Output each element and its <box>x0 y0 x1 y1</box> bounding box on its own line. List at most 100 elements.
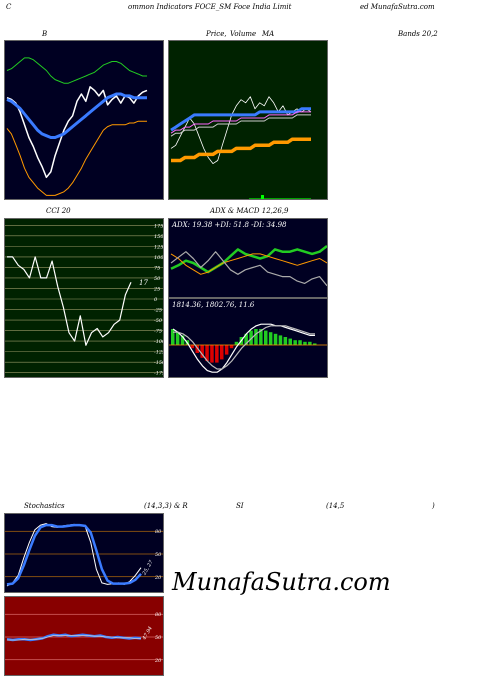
macd-histogram-bar-7 <box>205 345 209 361</box>
cci-tick-label-3: 100 <box>154 255 164 261</box>
bollinger-title: B <box>42 30 48 38</box>
cci-value-label: 17 <box>139 279 148 287</box>
bollinger-chart <box>6 57 148 196</box>
macd-macd-line <box>172 323 315 373</box>
cci-tick-label-5: 50 <box>154 276 161 282</box>
rsi-value-label: 47.94 <box>141 626 154 642</box>
cci-tick-label-2: 125 <box>154 244 164 250</box>
macd-histogram-bar-6 <box>200 345 204 358</box>
price-ma-panel <box>168 40 328 200</box>
macd-histogram-bar-9 <box>215 345 219 363</box>
bollinger-panel <box>4 40 164 200</box>
macd-value-label: 1814.36, 1802.76, 11.6 <box>172 301 255 309</box>
stoch-value-label: 25, 27 <box>141 559 155 577</box>
header-title: ommon Indicators FOCE_SM Foce India Limi… <box>128 3 292 11</box>
volume-spike <box>261 195 264 199</box>
adx-adx-line <box>170 251 327 287</box>
bollinger-price-line <box>6 86 148 179</box>
macd-histogram-bar-21 <box>273 333 278 345</box>
cci-tick-label-14: -175 <box>154 371 164 377</box>
rsi-tick-label-1: 50 <box>155 635 162 641</box>
bollinger-upper-line <box>6 57 147 84</box>
macd-histogram-bar-23 <box>283 337 288 345</box>
macd-histogram-bar-10 <box>220 345 224 360</box>
rsi-params-close: ) <box>432 502 435 510</box>
price-ma-chart <box>170 96 312 199</box>
volume-title: Volume <box>230 30 257 38</box>
macd-histogram-bar-12 <box>229 345 234 349</box>
macd-histogram-bar-17 <box>254 329 258 345</box>
macd-histogram-bar-11 <box>224 345 229 355</box>
stoch-params: (14,3,3) & R <box>144 502 188 510</box>
rsi-panel: 80 50 20 47.94 <box>4 596 164 676</box>
stoch-tick-label-2: 20 <box>154 575 162 581</box>
pma-ma-b-line <box>170 111 311 134</box>
cci-tick-label-1: 150 <box>154 234 164 240</box>
macd-histogram-bar-26 <box>298 340 302 345</box>
stoch-d-line <box>6 523 142 586</box>
macd-histogram-bar-27 <box>303 341 307 345</box>
rsi-tick-label-2: 20 <box>154 658 162 664</box>
macd-panel: 1814.36, 1802.76, 11.6 <box>168 298 328 378</box>
macd-histogram-bar-25 <box>293 340 297 345</box>
macd-histogram-bar-24 <box>288 338 292 345</box>
rsi-params: (14,5 <box>326 502 345 510</box>
header-left: C <box>6 3 12 11</box>
rsi-title: SI <box>236 502 244 510</box>
cci-tick-label-6: 25 <box>153 286 160 292</box>
pma-ma-c-line <box>170 114 311 137</box>
macd-histogram-bar-16 <box>249 330 253 345</box>
macd-histogram-bar-8 <box>210 345 214 363</box>
macd-histogram-bar-0 <box>171 329 175 345</box>
adx-chart: ADX: 19.38 +DI: 51.8 -DI: 34.98 <box>170 221 327 287</box>
cci-title: CCI 20 <box>46 207 71 215</box>
macd-histogram-bar-20 <box>268 332 273 345</box>
cci-tick-label-12: -125 <box>154 350 164 356</box>
macd-histogram-bar-29 <box>313 343 317 345</box>
macd-histogram-bar-22 <box>278 335 283 345</box>
cci-tick-label-7: 0 <box>154 297 158 303</box>
watermark: MunafaSutra.com <box>172 568 391 596</box>
adx-panel: ADX: 19.38 +DI: 51.8 -DI: 34.98 <box>168 218 328 298</box>
macd-histogram-bar-15 <box>244 333 248 345</box>
macd-histogram-bar-13 <box>234 341 239 345</box>
macd-histogram-bar-5 <box>195 345 199 353</box>
cci-line <box>7 256 132 346</box>
cci-tick-label-10: -75 <box>154 329 162 335</box>
adx-value-label: ADX: 19.38 +DI: 51.8 -DI: 34.98 <box>171 221 287 229</box>
cci-tick-label-13: -150 <box>154 360 164 366</box>
header-right: ed MunafaSutra.com <box>360 3 435 11</box>
macd-chart: 1814.36, 1802.76, 11.6 <box>169 301 327 373</box>
cci-tick-label-8: -25 <box>154 308 162 314</box>
rsi-tick-label-0: 80 <box>155 612 162 618</box>
bollinger-lower-line <box>6 120 147 196</box>
rsi-rsi-light-line <box>7 635 141 641</box>
rsi-chart: 80 50 20 47.94 <box>5 612 163 664</box>
cci-tick-label-11: -100 <box>154 339 164 345</box>
bands-title: Bands 20,2 <box>398 30 438 38</box>
stoch-tick-label-0: 80 <box>155 529 162 535</box>
adx-macd-title: ADX & MACD 12,26,9 <box>210 207 289 215</box>
cci-tick-label-0: 175 <box>154 223 164 229</box>
cci-chart: 175 150 125 100 75 50 25 0 -25 -50 -75 -100 -125 -150… <box>5 223 164 377</box>
stochastics-panel: 80 50 20 25, 27 <box>4 513 164 593</box>
cci-tick-label-9: -50 <box>154 318 163 324</box>
ma-title: MA <box>262 30 275 38</box>
bollinger-middle-line <box>6 92 147 139</box>
macd-histogram-bar-1 <box>175 332 180 345</box>
macd-histogram-bar-18 <box>259 329 263 345</box>
pma-ma-a-line <box>170 107 311 132</box>
macd-histogram-bar-4 <box>190 345 195 349</box>
pma-ma-long-line <box>171 137 311 163</box>
cci-panel: 175 150 125 100 75 50 25 0 -25 -50 -75 -100 -125 -150… <box>4 218 164 378</box>
macd-histogram-bar-19 <box>264 330 268 345</box>
price-title: Price, <box>206 30 227 38</box>
stoch-title: Stochastics <box>24 502 65 510</box>
macd-histogram-bar-2 <box>180 335 185 345</box>
stoch-tick-label-1: 50 <box>155 552 162 558</box>
macd-signal-line <box>173 325 315 370</box>
macd-histogram-bar-28 <box>308 341 312 345</box>
cci-tick-label-4: 75 <box>154 265 160 271</box>
adx-minus-di-line <box>170 253 327 275</box>
